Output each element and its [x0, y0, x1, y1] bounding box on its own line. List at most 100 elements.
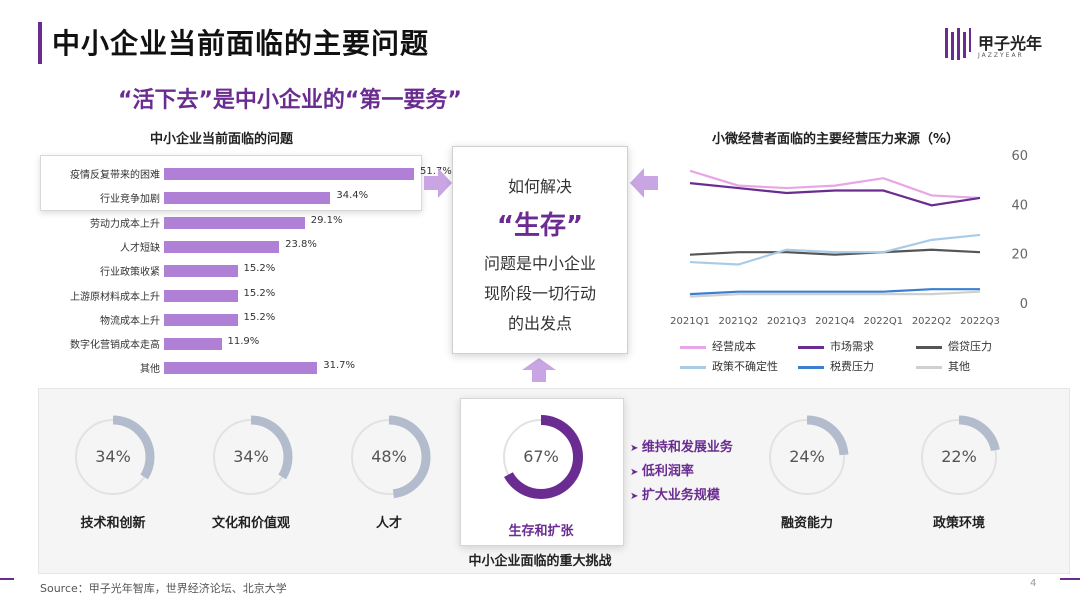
donut-percent: 48%: [371, 447, 407, 466]
donut-label: 人才: [375, 516, 402, 531]
legend-label: 政策不确定性: [712, 360, 778, 373]
problem-bar-chart: 疫情反复带来的困难 51.7% 行业竞争加剧 34.4% 劳动力成本上升 29.1% 人才短…: [40, 164, 452, 384]
x-tick-label: 2021Q2: [718, 316, 758, 327]
donut-arc: [71, 415, 155, 499]
page-subtitle: “活下去”是中小企业的“第一要务”: [118, 88, 462, 113]
bar: [164, 338, 222, 351]
donut-label: 政策环境: [932, 516, 985, 531]
y-tick-label: 20: [1011, 248, 1028, 263]
challenge-item: ➤ 低利润率: [630, 464, 694, 479]
bar-value: 23.8%: [285, 238, 317, 250]
bar-row: 劳动力成本上升 29.1%: [40, 213, 440, 233]
callout-line1: 如何解决: [507, 177, 572, 196]
x-tick-label: 2021Q3: [767, 316, 807, 327]
bar-row: 数字化营销成本走高 11.9%: [40, 334, 440, 354]
series-line: [689, 169, 981, 200]
bar: [164, 313, 238, 326]
legend-item: 市场需求: [798, 338, 874, 354]
donut-arc: [209, 415, 293, 499]
bar-row: 其他 31.7%: [40, 358, 440, 378]
y-tick-label: 40: [1011, 198, 1028, 213]
bar: [164, 265, 238, 278]
page-title: 中小企业当前面临的主要问题: [52, 27, 430, 60]
footer-accent-right: [1060, 578, 1080, 580]
bar-label: 行业竞争加剧: [100, 194, 160, 206]
callout-line3: 问题是中小企业: [483, 254, 596, 273]
callout-keyword: “生存”: [496, 211, 584, 241]
bar-label: 其他: [140, 364, 160, 376]
line-chart-title: 小微经营者面临的主要经营压力来源（%）: [712, 132, 960, 147]
series-line: [689, 248, 981, 256]
legend-swatch: [680, 345, 706, 349]
donut-arc: [499, 415, 583, 499]
bar-value: 51.7%: [420, 166, 452, 177]
bar-row: 上游原材料成本上升 15.2%: [40, 286, 440, 306]
bar: [164, 240, 280, 253]
legend-label: 偿贷压力: [948, 340, 992, 353]
challenge-item: ➤ 维持和发展业务: [630, 440, 733, 455]
legend-item: 经营成本: [680, 338, 756, 354]
donut-chart: 24%: [764, 414, 850, 500]
x-tick-label: 2021Q1: [670, 316, 710, 327]
page-number: 4: [1030, 578, 1037, 589]
x-tick-label: 2022Q3: [960, 316, 1000, 327]
legend-swatch: [798, 365, 824, 369]
series-line: [689, 290, 981, 298]
bar-label: 疫情反复带来的困难: [70, 170, 160, 181]
donut-label: 融资能力: [780, 516, 833, 531]
y-tick-label: 60: [1011, 149, 1028, 164]
arrow-right-icon: [424, 168, 452, 198]
bar-label: 人才短缺: [120, 242, 160, 254]
bar-row: 行业竞争加剧 34.4%: [40, 188, 440, 208]
legend-label: 税费压力: [830, 360, 874, 373]
bar-value: 15.2%: [243, 287, 276, 299]
series-line: [689, 182, 981, 207]
donut-label: 生存和扩张: [508, 524, 574, 539]
logo-en: JAZZYEAR: [978, 52, 1024, 59]
bar-label: 数字化营销成本走高: [70, 340, 160, 352]
bar-value: 31.7%: [323, 360, 356, 372]
bar-row: 疫情反复带来的困难 51.7%: [40, 164, 452, 184]
bar-row: 行业政策收紧 15.2%: [40, 261, 440, 281]
bar-row: 物流成本上升 15.2%: [40, 310, 440, 330]
bar-label: 劳动力成本上升: [90, 218, 160, 230]
legend-swatch: [916, 345, 942, 349]
donut-label: 技术和创新: [80, 516, 146, 531]
legend-swatch: [798, 345, 824, 349]
y-tick-label: 0: [1020, 297, 1028, 312]
bottom-caption: 中小企业面临的重大挑战: [468, 554, 612, 569]
donut-percent: 22%: [941, 447, 977, 466]
bar-label: 上游原材料成本上升: [70, 291, 160, 303]
donut-percent: 67%: [523, 447, 559, 466]
bar-value: 15.2%: [243, 311, 276, 323]
bar-value: 29.1%: [310, 214, 343, 226]
line-chart-legend: 经营成本 市场需求 偿贷压力政策不确定性 税费压力 其他: [680, 338, 1040, 378]
x-tick-label: 2022Q2: [912, 316, 952, 327]
bar: [164, 192, 331, 205]
arrow-up-icon: [522, 358, 556, 382]
callout-line4: 现阶段一切行动: [483, 284, 596, 303]
x-tick-label: 2022Q1: [863, 316, 903, 327]
bar-label: 物流成本上升: [100, 315, 160, 327]
series-line: [689, 288, 980, 296]
x-tick-label: 2021Q4: [815, 316, 855, 327]
bar: [164, 216, 305, 229]
survival-callout: 如何解决 “生存” 问题是中小企业 现阶段一切行动 的出发点: [452, 146, 628, 354]
bar: [164, 168, 414, 180]
legend-label: 其他: [948, 360, 970, 373]
donut-percent: 34%: [233, 447, 269, 466]
legend-label: 市场需求: [830, 340, 874, 353]
legend-swatch: [916, 365, 942, 369]
donut-chart: 34%: [70, 414, 156, 500]
donut-arc: [347, 415, 431, 499]
source-note: Source：甲子光年智库，世界经济论坛、北京大学: [40, 582, 287, 595]
legend-label: 经营成本: [712, 340, 756, 353]
donut-label: 文化和价值观: [211, 516, 290, 531]
legend-item: 政策不确定性: [680, 358, 778, 374]
bar-value: 11.9%: [227, 336, 260, 348]
donut-chart: 22%: [916, 414, 1002, 500]
bar-value: 15.2%: [243, 263, 276, 275]
bar-value: 34.4%: [336, 190, 369, 202]
footer-accent-left: [0, 578, 14, 580]
legend-item: 税费压力: [798, 358, 874, 374]
